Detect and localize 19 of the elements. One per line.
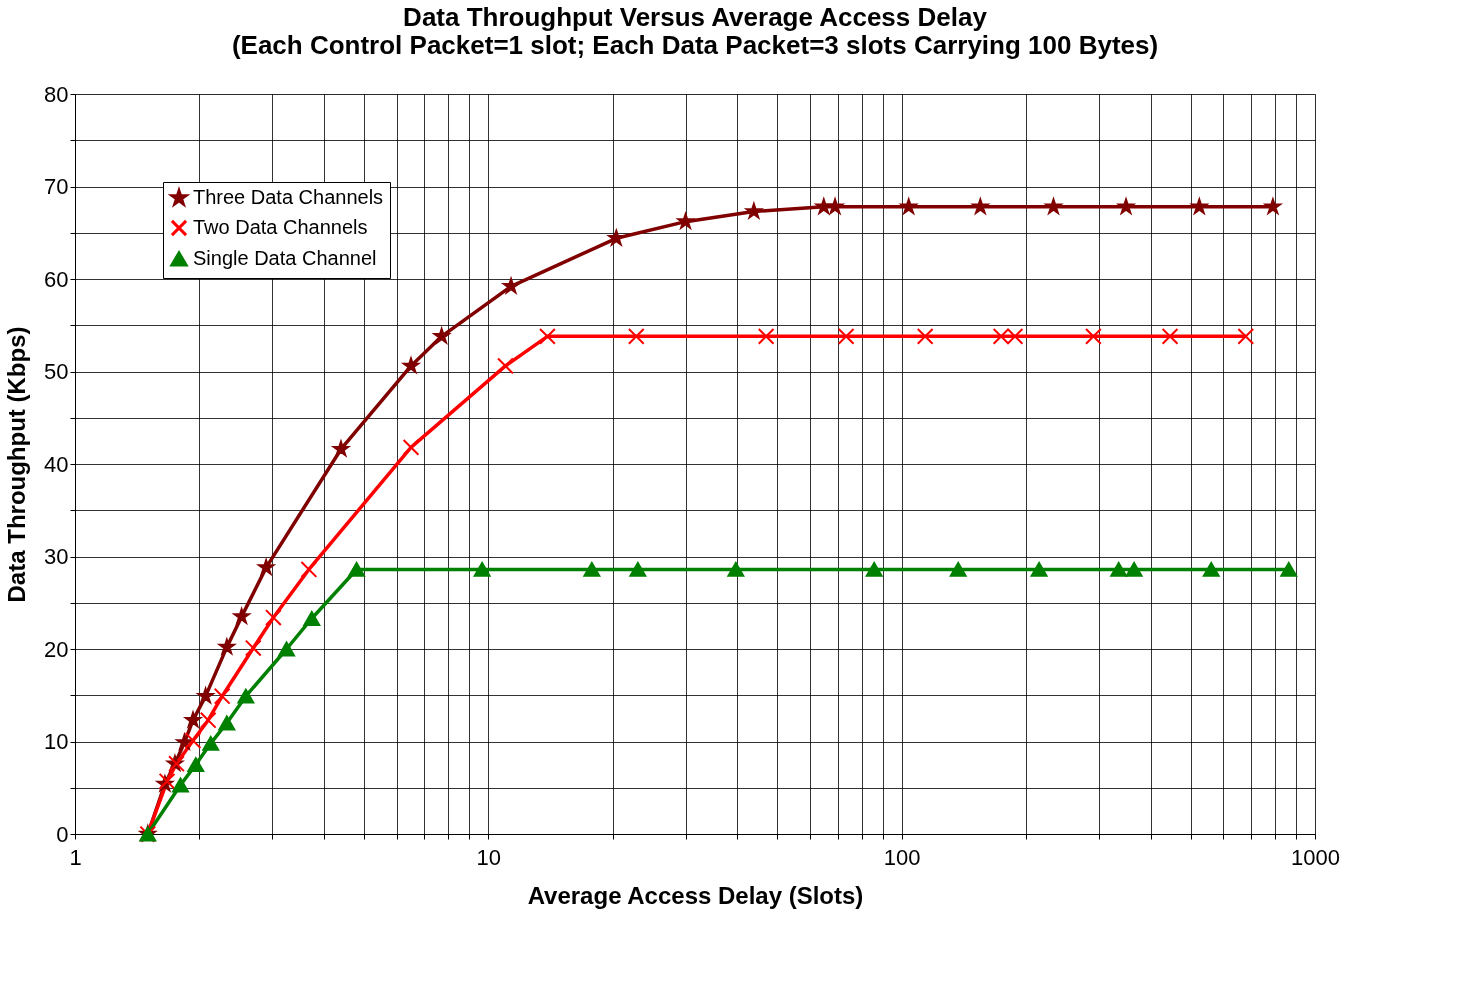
x-tick-label: 1 bbox=[69, 844, 82, 870]
x-axis-title: Average Access Delay (Slots) bbox=[527, 881, 864, 909]
x-tick-label: 1000 bbox=[1291, 844, 1340, 870]
y-tick-label: 20 bbox=[44, 636, 69, 662]
y-tick-label: 80 bbox=[44, 81, 69, 107]
legend-label: Three Data Channels bbox=[193, 186, 384, 208]
legend-label: Two Data Channels bbox=[193, 216, 368, 238]
chart-title: Data Throughput Versus Average Access Delay (Each Control Packet=1 slot; Each Data Packet=3 slots Carrying 100 Bytes) bbox=[231, 2, 1159, 60]
legend-label: Single Data Channel bbox=[193, 247, 377, 269]
y-tick-label: 0 bbox=[56, 821, 69, 847]
y-tick-label: 10 bbox=[44, 729, 69, 754]
y-tick-label: 50 bbox=[44, 359, 69, 384]
y-axis-title: Data Throughput (Kbps) bbox=[3, 326, 31, 603]
y-tick-label: 30 bbox=[44, 544, 69, 569]
x-tick-label: 100 bbox=[883, 844, 921, 870]
x-tick-label: 10 bbox=[476, 844, 502, 870]
y-tick-label: 70 bbox=[44, 174, 69, 199]
y-tick-label: 60 bbox=[44, 266, 69, 292]
y-tick-label: 40 bbox=[44, 451, 69, 477]
